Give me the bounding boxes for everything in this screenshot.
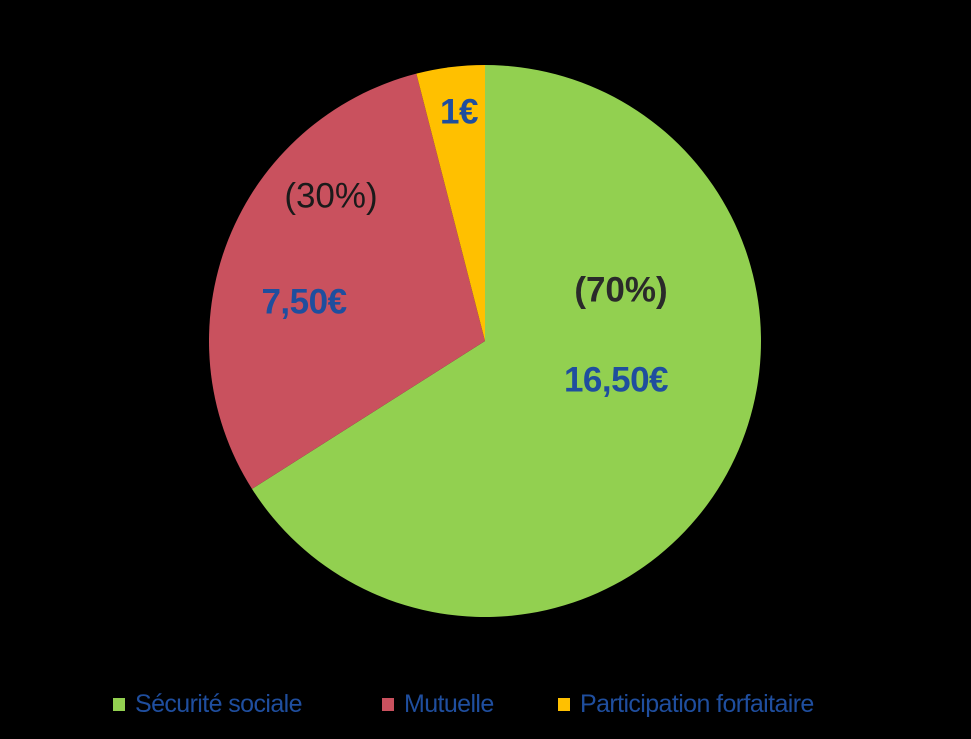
mutuelle-percent-label: (30%) <box>284 176 378 216</box>
mutuelle-value-label: 7,50€ <box>261 282 347 322</box>
legend-item-participation-forfaitaire: Participation forfaitaire <box>558 688 814 720</box>
forfait-value-label: 1€ <box>440 92 478 132</box>
slice-mutuelle <box>209 73 485 489</box>
legend-label: Participation forfaitaire <box>580 689 814 718</box>
securite-percent-label: (70%) <box>574 270 668 310</box>
legend-swatch-red <box>382 697 394 711</box>
pie-slices <box>209 65 761 617</box>
slice-securite-sociale <box>251 65 761 617</box>
slice-participation-forfaitaire <box>416 65 485 341</box>
legend-label: Mutuelle <box>404 689 494 718</box>
legend-swatch-green <box>113 697 125 711</box>
legend-swatch-yellow <box>558 697 570 711</box>
legend-label: Sécurité sociale <box>135 689 302 718</box>
legend-item-securite-sociale: Sécurité sociale <box>113 688 302 720</box>
securite-value-label: 16,50€ <box>563 360 669 400</box>
chart-legend: Sécurité sociale Mutuelle Participation … <box>0 688 971 720</box>
legend-item-mutuelle: Mutuelle <box>382 688 494 720</box>
